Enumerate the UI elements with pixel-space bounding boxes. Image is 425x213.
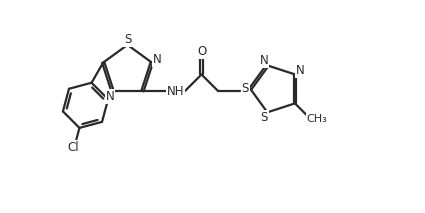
Text: CH₃: CH₃ [306,114,327,124]
Text: NH: NH [167,85,184,98]
Text: S: S [241,82,249,95]
Text: O: O [197,45,206,58]
Text: Cl: Cl [68,141,79,154]
Text: N: N [260,54,268,67]
Text: S: S [260,111,268,124]
Text: S: S [124,33,131,46]
Text: N: N [153,53,161,66]
Text: N: N [296,65,304,78]
Text: N: N [105,90,114,103]
